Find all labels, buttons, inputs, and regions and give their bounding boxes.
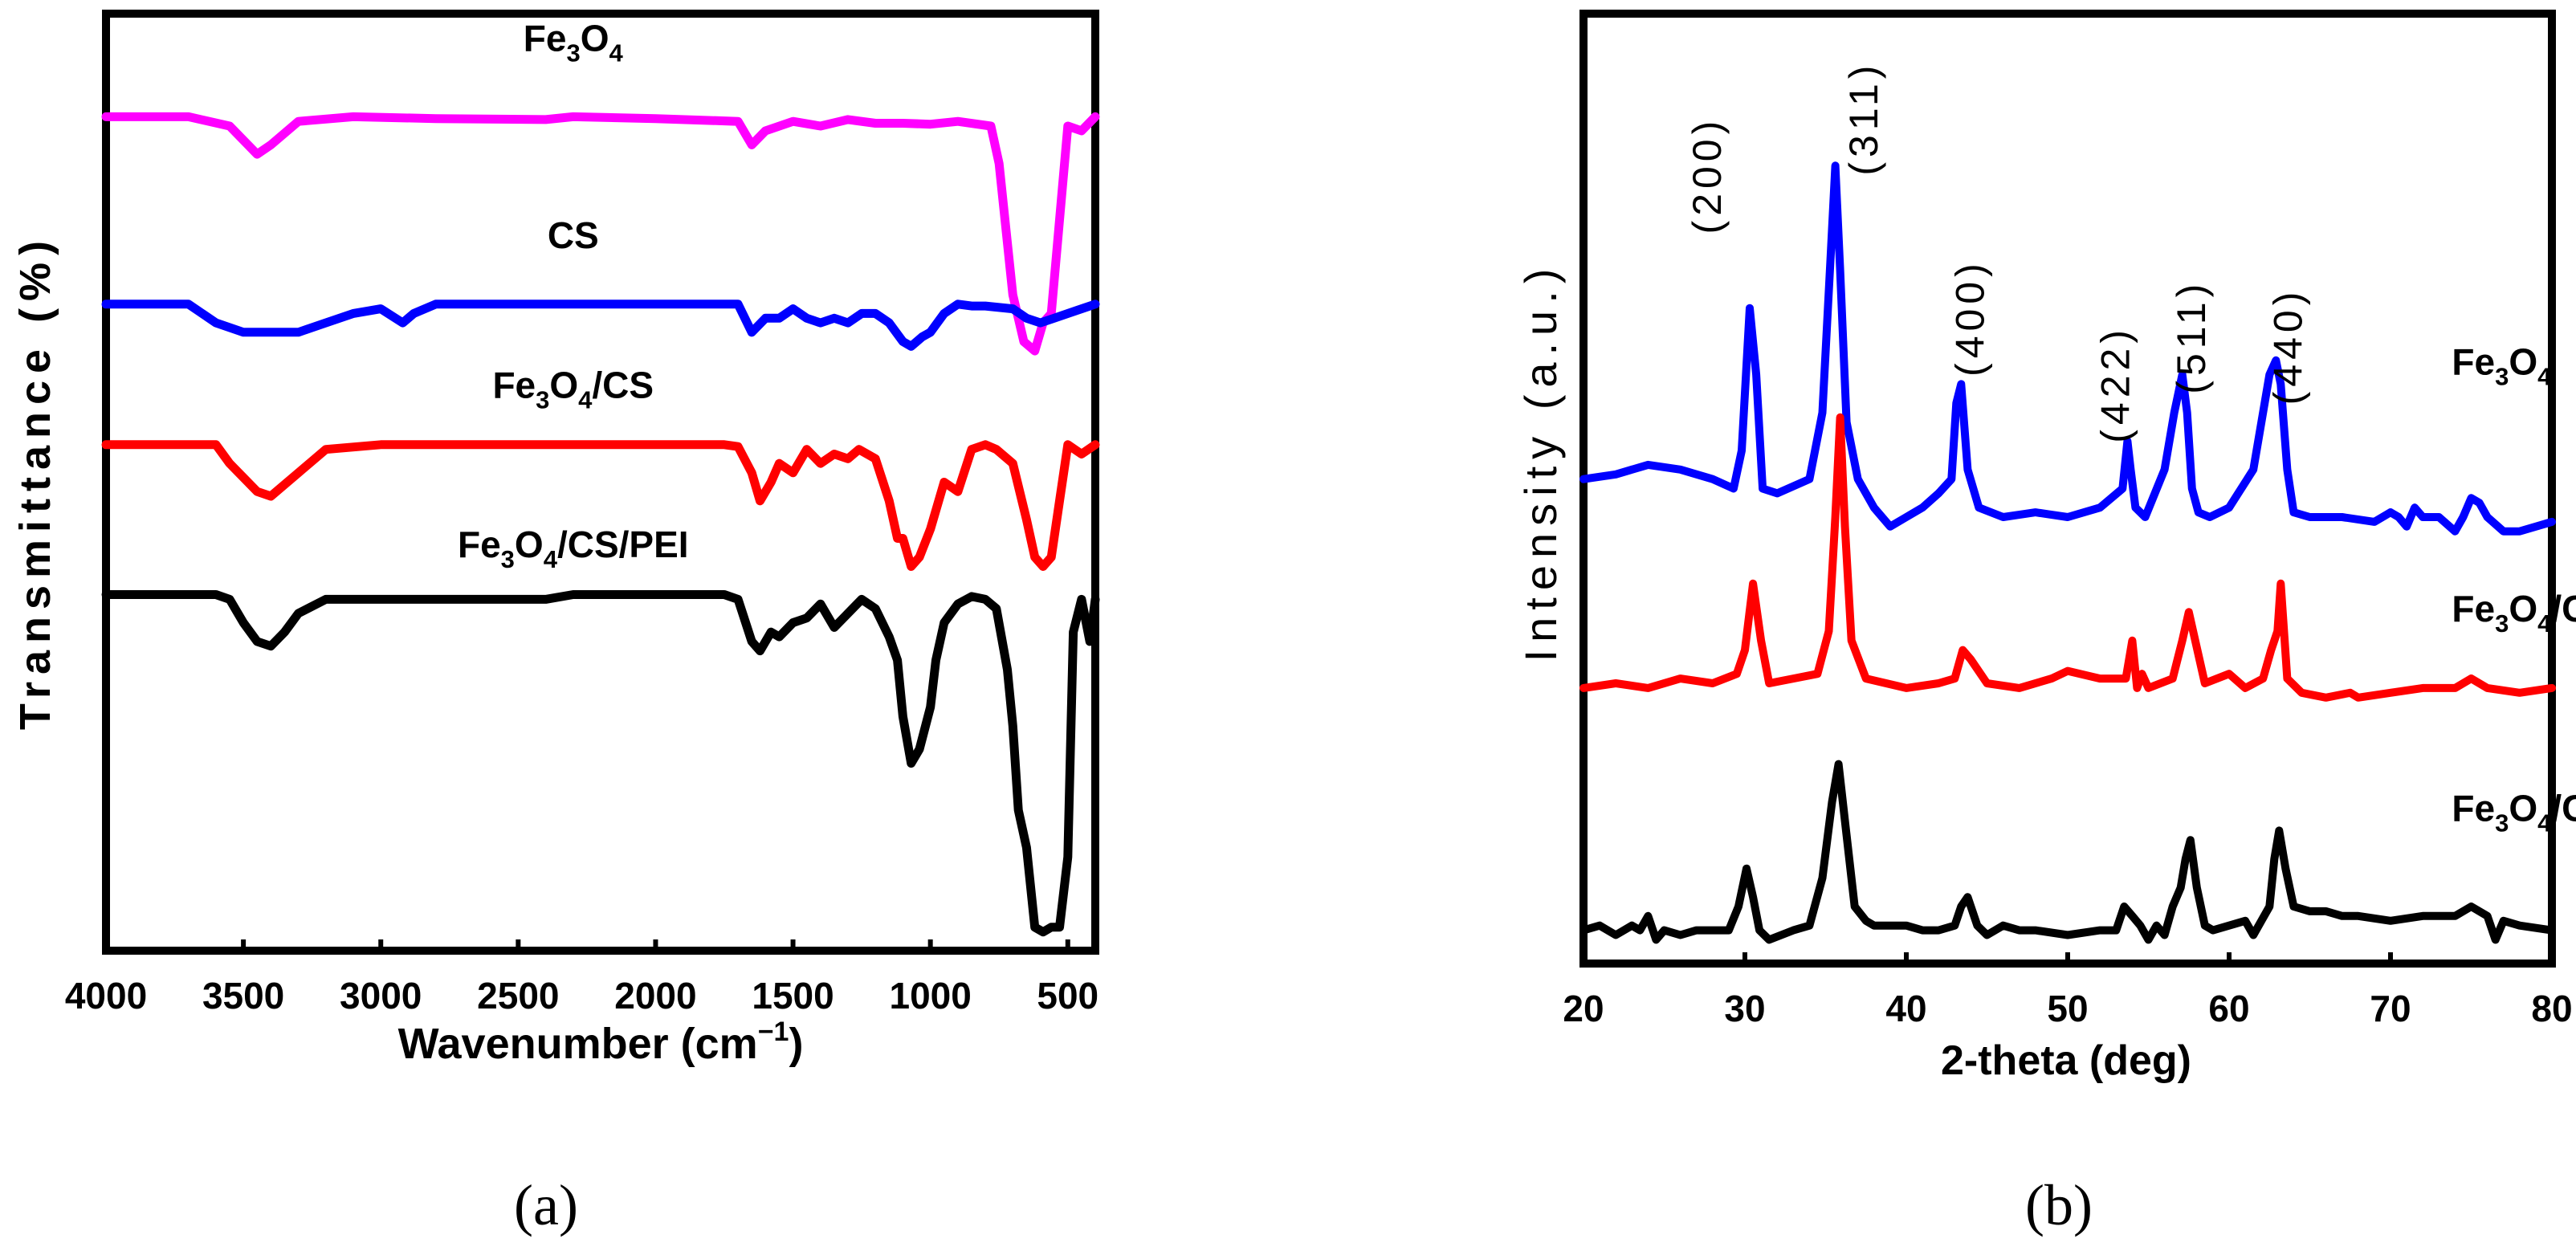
series-label-part: 3	[566, 39, 580, 67]
series-label-fe3o4-cs: Fe3O4/CS	[2452, 588, 2576, 638]
x-tick-label-70: 70	[2370, 988, 2411, 1029]
x-tick-label-3500: 3500	[202, 975, 284, 1017]
panel-a-x-axis-label-main: Wavenumber (cm	[398, 1020, 758, 1068]
x-tick-label-50: 50	[2047, 988, 2088, 1029]
series-label-part: O	[2509, 788, 2537, 829]
panel-b-panel-label: (b)	[2025, 1173, 2093, 1237]
x-tick-label-40: 40	[1885, 988, 1926, 1029]
panel-b-series-group	[1579, 161, 2556, 944]
panel-a-x-axis-label-close: )	[789, 1020, 803, 1068]
series-label-part: /CS	[2551, 588, 2576, 630]
x-tick-label-2000: 2000	[614, 975, 696, 1017]
series-label-part: 4	[2537, 809, 2552, 837]
series-label-part: O	[581, 18, 609, 59]
series-label-fe3o4-cs-pei: Fe3O4/CS/PEI	[458, 524, 689, 573]
series-label-part: O	[549, 364, 578, 405]
panel-a-y-axis-label: Transmittance (%)	[11, 234, 59, 730]
x-tick-label-1500: 1500	[752, 975, 834, 1017]
series-label-fe3o4-cs-pei: Fe3O4/CS/PEI	[2452, 788, 2576, 837]
series-label-part: O	[515, 524, 544, 565]
series-label-part: 4	[544, 545, 558, 573]
series-label-part: /CS/PEI	[2551, 788, 2576, 829]
series-label-part: O	[2509, 588, 2537, 630]
series-label-part: 3	[2495, 809, 2509, 837]
panel-b-x-ticks: 20 30 40 50 60 70 80	[1563, 952, 2573, 1029]
series-line-fe3o4	[101, 112, 1100, 356]
series-label-part: Fe	[524, 18, 567, 59]
series-line-fe3o4-cs	[101, 440, 1100, 571]
peak-label-311: (311)	[1841, 61, 1886, 176]
panel-b-x-axis-label: 2-theta (deg)	[1941, 1037, 2191, 1084]
peak-label-511: (511)	[2169, 279, 2214, 394]
series-label-part: 3	[536, 385, 549, 414]
series-label-part: 3	[2495, 609, 2509, 638]
panel-b-peak-labels: (200) (311) (400) (422) (511) (440)	[1685, 61, 2311, 443]
x-tick-label-30: 30	[1724, 988, 1765, 1029]
series-label-part: /CS/PEI	[557, 524, 689, 565]
peak-label-422: (422)	[2093, 325, 2138, 443]
panel-a-panel-label: (a)	[514, 1173, 578, 1237]
series-label-fe3o4: Fe3O4	[2452, 341, 2552, 391]
series-label-part: Fe	[492, 364, 536, 405]
series-label-part: 3	[2495, 363, 2509, 391]
series-label-fe3o4-cs: Fe3O4/CS	[492, 364, 654, 414]
panel-a-plot-frame	[102, 10, 1099, 955]
series-label-cs: CS	[548, 214, 599, 256]
series-line-fe3o4-cs-pei	[1579, 760, 2556, 944]
series-label-part: Fe	[2452, 788, 2495, 829]
x-tick-label-3000: 3000	[340, 975, 422, 1017]
series-label-part: O	[2509, 341, 2537, 383]
peak-label-440: (440)	[2265, 287, 2310, 405]
series-label-part: 4	[578, 385, 593, 414]
peak-label-200: (200)	[1685, 116, 1730, 234]
series-label-part: 4	[2537, 609, 2552, 638]
x-tick-label-1000: 1000	[889, 975, 971, 1017]
x-tick-label-80: 80	[2531, 988, 2572, 1029]
x-tick-label-60: 60	[2208, 988, 2249, 1029]
panel-b-y-axis-label: Intensity (a.u.)	[1515, 262, 1566, 662]
series-label-part: CS	[548, 214, 599, 256]
series-line-cs	[101, 299, 1100, 351]
x-tick-label-20: 20	[1563, 988, 1604, 1029]
x-tick-label-500: 500	[1037, 975, 1098, 1017]
series-label-part: 3	[501, 545, 515, 573]
panel-a-x-axis-label-superscript: −1	[758, 1017, 789, 1047]
series-label-part: /CS	[592, 364, 654, 405]
panel-a-x-axis-label: Wavenumber (cm−1)	[398, 1017, 804, 1068]
panel-a-x-ticks: 4000 3500 3000 2500 2000 1500 1000 500	[65, 939, 1098, 1017]
series-label-part: Fe	[2452, 341, 2495, 383]
series-label-part: 4	[2537, 363, 2552, 391]
series-label-part: Fe	[458, 524, 501, 565]
series-line-fe3o4-cs	[1579, 413, 2556, 702]
series-label-part: 4	[609, 39, 624, 67]
series-label-part: Fe	[2452, 588, 2495, 630]
x-tick-label-2500: 2500	[477, 975, 559, 1017]
peak-label-400: (400)	[1948, 259, 1993, 377]
series-line-fe3o4-cs-pei	[101, 590, 1100, 937]
series-label-fe3o4: Fe3O4	[524, 18, 624, 67]
panel-a-series-group	[101, 112, 1100, 937]
series-line-fe3o4	[1579, 161, 2556, 536]
x-tick-label-4000: 4000	[65, 975, 147, 1017]
